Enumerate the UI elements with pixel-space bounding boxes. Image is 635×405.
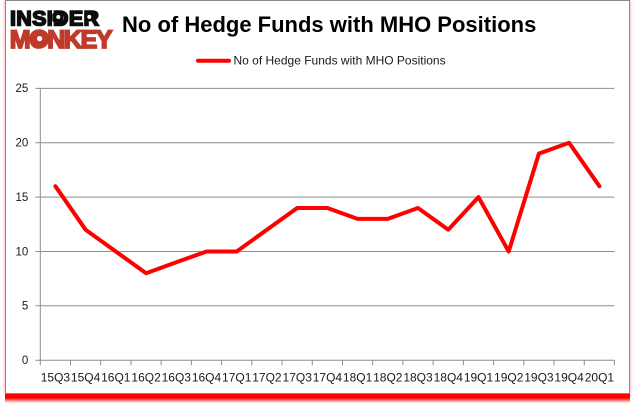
svg-text:18Q4: 18Q4 xyxy=(434,371,464,385)
svg-text:10: 10 xyxy=(16,246,29,258)
svg-text:19Q2: 19Q2 xyxy=(494,371,524,385)
svg-text:15: 15 xyxy=(16,192,29,204)
svg-text:15Q3: 15Q3 xyxy=(41,371,71,385)
svg-text:16Q1: 16Q1 xyxy=(101,371,131,385)
svg-text:19Q4: 19Q4 xyxy=(554,371,584,385)
svg-text:MONKEY: MONKEY xyxy=(10,26,113,54)
svg-text:25: 25 xyxy=(16,83,29,95)
svg-text:16Q3: 16Q3 xyxy=(162,371,192,385)
svg-text:15Q4: 15Q4 xyxy=(71,371,101,385)
svg-text:19Q3: 19Q3 xyxy=(524,371,554,385)
svg-text:No of Hedge Funds with MHO Pos: No of Hedge Funds with MHO Positions xyxy=(122,12,536,37)
svg-text:20Q1: 20Q1 xyxy=(585,371,615,385)
svg-text:5: 5 xyxy=(22,301,28,313)
svg-text:20: 20 xyxy=(16,138,29,150)
svg-text:19Q1: 19Q1 xyxy=(464,371,494,385)
svg-text:16Q2: 16Q2 xyxy=(131,371,161,385)
svg-text:18Q2: 18Q2 xyxy=(373,371,403,385)
svg-text:17Q2: 17Q2 xyxy=(252,371,282,385)
svg-text:No of Hedge Funds with MHO Pos: No of Hedge Funds with MHO Positions xyxy=(234,53,446,67)
svg-text:17Q3: 17Q3 xyxy=(283,371,313,385)
svg-text:18Q3: 18Q3 xyxy=(403,371,433,385)
svg-text:0: 0 xyxy=(22,355,28,367)
svg-text:18Q1: 18Q1 xyxy=(343,371,373,385)
svg-text:16Q4: 16Q4 xyxy=(192,371,222,385)
svg-text:17Q1: 17Q1 xyxy=(222,371,252,385)
svg-text:17Q4: 17Q4 xyxy=(313,371,343,385)
